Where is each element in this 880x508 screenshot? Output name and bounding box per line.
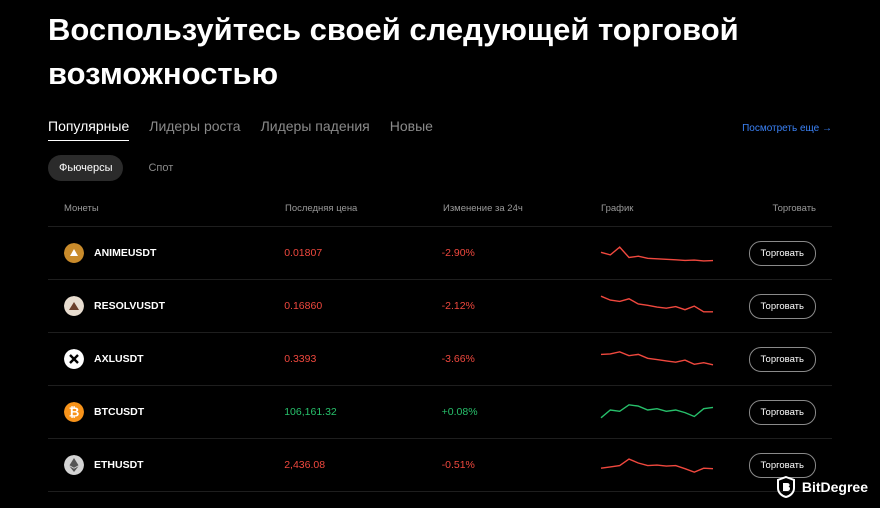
sparkline-line: [600, 245, 714, 262]
sparkline: [601, 350, 714, 365]
markets-table: Монеты Последняя цена Изменение за 24ч Г…: [48, 190, 832, 492]
sparkline-chart: [599, 395, 748, 430]
sparkline-chart: [599, 448, 748, 483]
table-row[interactable]: ANIMEUSDT 0.01807 -2.90% Торговать: [48, 227, 832, 280]
see-more-link[interactable]: Посмотреть еще →: [742, 123, 832, 134]
sparkline-line: [601, 350, 714, 365]
trade-button[interactable]: Торговать: [748, 293, 816, 319]
table-row[interactable]: ETHUSDT 2,436.08 -0.51% Торговать: [48, 439, 832, 492]
tab-gainers[interactable]: Лидеры роста: [149, 118, 241, 134]
coin-symbol: RESOLVUSDT: [94, 300, 165, 312]
coin-symbol: BTCUSDT: [94, 406, 145, 418]
change-24h: -0.51%: [441, 459, 475, 471]
change-24h: -2.12%: [441, 300, 475, 312]
table-header: Монеты Последняя цена Изменение за 24ч Г…: [48, 190, 832, 227]
anime-coin-icon: [64, 243, 84, 263]
last-price: 0.01807: [284, 247, 323, 259]
svg-text:₿: ₿: [69, 405, 80, 420]
sparkline: [600, 457, 714, 473]
last-price: 0.3393: [284, 353, 317, 365]
bitdegree-logo-icon: [776, 476, 795, 498]
bitcoin-icon: ₿: [64, 402, 84, 422]
coin-cell: ₿ BTCUSDT: [48, 402, 284, 422]
change-24h: -3.66%: [441, 353, 475, 365]
change-24h: +0.08%: [441, 406, 478, 418]
tab-popular[interactable]: Популярные: [48, 118, 130, 141]
page-title: Воспользуйтесь своей следующей торговой …: [48, 12, 739, 91]
coin-symbol: ETHUSDT: [94, 459, 144, 471]
coin-cell: ANIMEUSDT: [48, 243, 284, 263]
trade-button[interactable]: Торговать: [748, 399, 816, 425]
trade-button[interactable]: Торговать: [748, 452, 816, 478]
column-chart: График: [601, 202, 634, 214]
table-row[interactable]: AXLUSDT 0.3393 -3.66% Торговать: [48, 333, 832, 386]
last-price: 0.16860: [284, 300, 323, 312]
trade-cell: Торговать: [748, 293, 832, 319]
sparkline: [600, 403, 714, 418]
column-price: Последняя цена: [285, 202, 358, 214]
sparkline: [600, 245, 714, 262]
sparkline-chart: [599, 236, 748, 271]
table-row[interactable]: ₿ BTCUSDT 106,161.32 +0.08% Торговать: [48, 386, 832, 439]
market-type-tabs: Фьючерсы Спот: [48, 155, 198, 181]
sparkline-line: [600, 403, 714, 418]
trade-cell: Торговать: [748, 399, 832, 425]
coin-cell: RESOLVUSDT: [48, 296, 284, 316]
subtab-futures[interactable]: Фьючерсы: [48, 155, 124, 181]
sparkline-chart: [599, 342, 748, 377]
last-price: 2,436.08: [284, 459, 326, 471]
sparkline-line: [600, 295, 714, 312]
sparkline-chart: [599, 289, 748, 324]
trade-cell: Торговать: [748, 452, 832, 478]
column-coins: Монеты: [64, 202, 99, 214]
sparkline-line: [600, 457, 714, 473]
table-row[interactable]: RESOLVUSDT 0.16860 -2.12% Торговать: [48, 280, 832, 333]
subtab-spot[interactable]: Спот: [148, 162, 174, 174]
coin-symbol: AXLUSDT: [94, 353, 144, 365]
tab-new[interactable]: Новые: [389, 118, 433, 134]
ethereum-icon: [64, 455, 84, 475]
sparkline: [600, 295, 714, 312]
trade-button[interactable]: Торговать: [748, 346, 816, 372]
resolv-coin-icon: [64, 296, 84, 316]
trade-cell: Торговать: [748, 346, 832, 372]
coin-symbol: ANIMEUSDT: [94, 247, 157, 259]
bitdegree-watermark: BitDegree: [776, 476, 868, 498]
column-trade: Торговать: [772, 202, 816, 214]
trade-cell: Торговать: [748, 240, 832, 266]
trade-button[interactable]: Торговать: [748, 240, 816, 266]
last-price: 106,161.32: [284, 406, 337, 418]
tab-losers[interactable]: Лидеры падения: [260, 118, 370, 134]
change-24h: -2.90%: [441, 247, 475, 259]
coin-cell: AXLUSDT: [48, 349, 284, 369]
axl-coin-icon: [64, 349, 84, 369]
column-change: Изменение за 24ч: [443, 202, 523, 214]
watermark-text: BitDegree: [801, 479, 868, 495]
coin-cell: ETHUSDT: [48, 455, 284, 475]
market-tabs: Популярные Лидеры роста Лидеры падения Н…: [48, 118, 453, 141]
